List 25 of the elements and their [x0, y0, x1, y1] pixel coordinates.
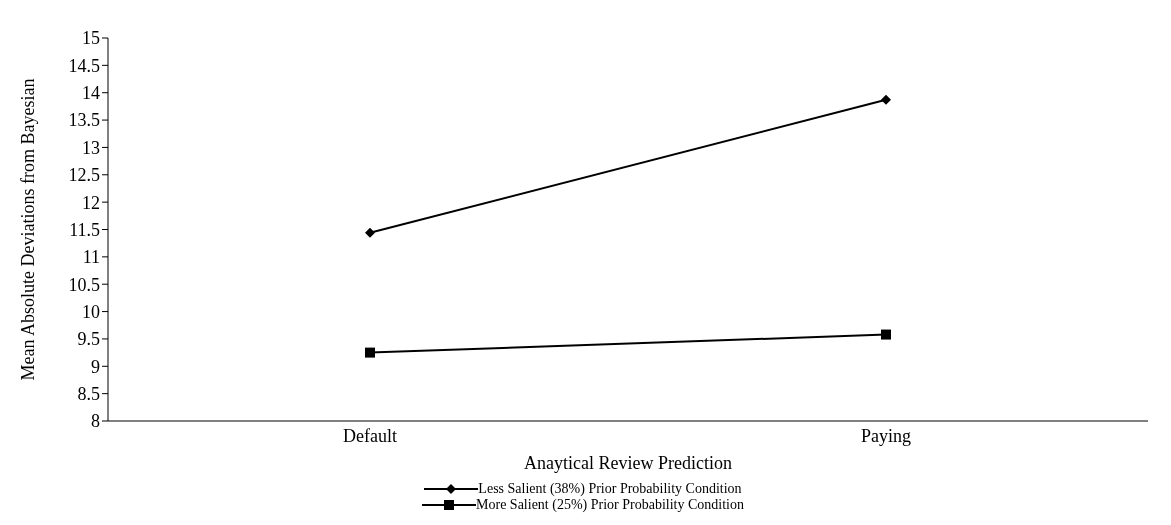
y-axis-title: Mean Absolute Deviations from Bayesian — [18, 78, 39, 381]
point — [881, 329, 891, 340]
y-tick-label: 14 — [82, 83, 100, 104]
y-tick-label: 14.5 — [68, 55, 100, 76]
legend-label: More Salient (25%) Prior Probability Condition — [476, 497, 744, 513]
y-tick-label: 12 — [82, 192, 100, 213]
x-tick-label: Paying — [860, 425, 912, 446]
x-axis-title: Anaytical Review Prediction — [524, 453, 732, 473]
y-tick-label: 10 — [82, 301, 100, 322]
x-tick-label: Default — [343, 425, 397, 446]
y-tick-label: 10.5 — [68, 274, 100, 295]
y-tick-label: 11 — [82, 247, 100, 268]
point — [365, 227, 375, 238]
point — [881, 94, 891, 105]
y-tick-label: 13 — [82, 137, 100, 158]
legend-label: Less Salient (38%) Prior Probability Condition — [478, 481, 742, 497]
y-tick-label: 8.5 — [77, 384, 100, 405]
point — [365, 347, 375, 358]
y-tick-label: 8 — [91, 411, 100, 432]
y-tick-label: 15 — [82, 28, 100, 49]
y-tick-label: 11.5 — [69, 219, 100, 240]
y-tick-label: 13.5 — [68, 110, 100, 131]
y-tick-label: 9 — [91, 356, 100, 377]
y-tick-label: 12.5 — [68, 165, 100, 186]
y-tick-label: 9.5 — [77, 329, 100, 350]
